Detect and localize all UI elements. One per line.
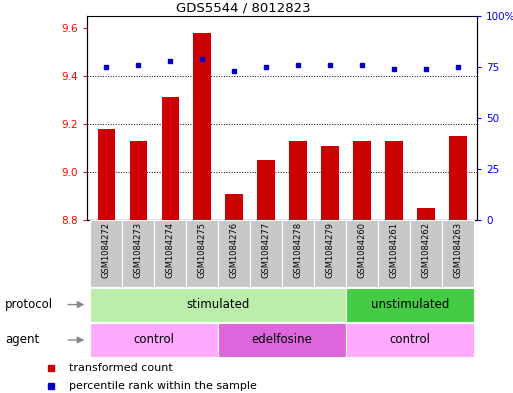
Text: stimulated: stimulated — [187, 298, 250, 311]
Text: GSM1084274: GSM1084274 — [166, 222, 175, 278]
Bar — [353, 141, 371, 220]
Bar — [385, 141, 403, 220]
Text: GSM1084279: GSM1084279 — [326, 222, 334, 278]
Bar — [130, 141, 147, 220]
Text: GSM1084263: GSM1084263 — [453, 222, 462, 278]
Bar — [154, 220, 186, 287]
Text: control: control — [134, 333, 175, 347]
Text: GSM1084275: GSM1084275 — [198, 222, 207, 278]
Text: GSM1084262: GSM1084262 — [422, 222, 430, 278]
Bar — [90, 220, 123, 287]
Bar — [346, 323, 474, 357]
Bar — [410, 220, 442, 287]
Text: transformed count: transformed count — [69, 363, 173, 373]
Bar — [250, 220, 282, 287]
Text: GSM1084276: GSM1084276 — [230, 222, 239, 278]
Title: GDS5544 / 8012823: GDS5544 / 8012823 — [176, 2, 310, 15]
Bar — [97, 129, 115, 220]
Bar — [90, 323, 218, 357]
Text: GSM1084272: GSM1084272 — [102, 222, 111, 278]
Bar — [123, 220, 154, 287]
Bar — [417, 208, 435, 220]
Bar — [282, 220, 314, 287]
Bar — [442, 220, 474, 287]
Bar — [218, 220, 250, 287]
Text: GSM1084273: GSM1084273 — [134, 222, 143, 278]
Bar — [218, 323, 346, 357]
Text: protocol: protocol — [5, 298, 53, 311]
Text: GSM1084260: GSM1084260 — [358, 222, 367, 278]
Bar — [289, 141, 307, 220]
Bar — [314, 220, 346, 287]
Bar — [162, 97, 179, 220]
Bar — [378, 220, 410, 287]
Text: unstimulated: unstimulated — [371, 298, 449, 311]
Text: GSM1084278: GSM1084278 — [293, 222, 303, 278]
Text: control: control — [389, 333, 430, 347]
Bar — [258, 160, 275, 220]
Text: GSM1084277: GSM1084277 — [262, 222, 271, 278]
Text: edelfosine: edelfosine — [252, 333, 312, 347]
Text: agent: agent — [5, 333, 40, 347]
Bar — [346, 220, 378, 287]
Text: GSM1084261: GSM1084261 — [389, 222, 399, 278]
Bar — [90, 288, 346, 321]
Bar — [346, 288, 474, 321]
Bar — [225, 194, 243, 220]
Bar — [449, 136, 467, 220]
Bar — [321, 145, 339, 220]
Bar — [186, 220, 218, 287]
Bar — [193, 33, 211, 220]
Text: percentile rank within the sample: percentile rank within the sample — [69, 381, 257, 391]
